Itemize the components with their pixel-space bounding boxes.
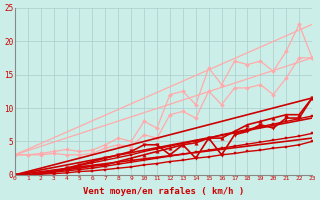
X-axis label: Vent moyen/en rafales ( km/h ): Vent moyen/en rafales ( km/h ) — [83, 187, 244, 196]
